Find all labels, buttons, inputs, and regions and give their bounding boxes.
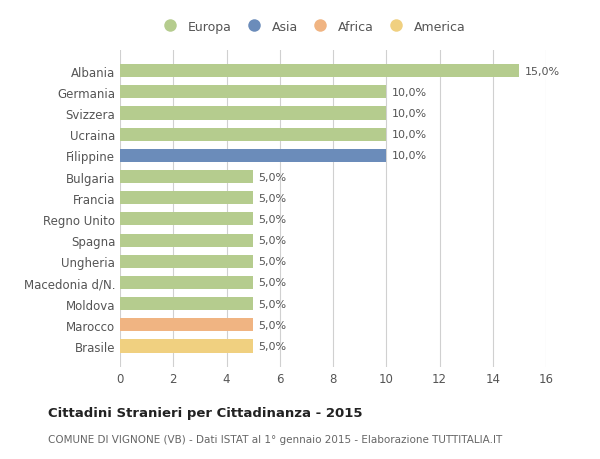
Text: 10,0%: 10,0% — [392, 130, 427, 140]
Text: 5,0%: 5,0% — [259, 320, 287, 330]
Bar — [120, 340, 253, 353]
Bar — [120, 213, 253, 226]
Text: COMUNE DI VIGNONE (VB) - Dati ISTAT al 1° gennaio 2015 - Elaborazione TUTTITALIA: COMUNE DI VIGNONE (VB) - Dati ISTAT al 1… — [48, 434, 502, 444]
Text: 5,0%: 5,0% — [259, 257, 287, 267]
Text: 5,0%: 5,0% — [259, 278, 287, 288]
Bar — [120, 319, 253, 332]
Text: 5,0%: 5,0% — [259, 299, 287, 309]
Bar — [120, 171, 253, 184]
Legend: Europa, Asia, Africa, America: Europa, Asia, Africa, America — [153, 16, 470, 39]
Text: 5,0%: 5,0% — [259, 341, 287, 351]
Text: 5,0%: 5,0% — [259, 235, 287, 246]
Text: 5,0%: 5,0% — [259, 214, 287, 224]
Bar — [120, 150, 386, 162]
Bar — [120, 65, 520, 78]
Bar — [120, 107, 386, 120]
Bar — [120, 234, 253, 247]
Text: 5,0%: 5,0% — [259, 172, 287, 182]
Text: 10,0%: 10,0% — [392, 109, 427, 119]
Text: 10,0%: 10,0% — [392, 88, 427, 98]
Bar — [120, 192, 253, 205]
Text: Cittadini Stranieri per Cittadinanza - 2015: Cittadini Stranieri per Cittadinanza - 2… — [48, 406, 362, 419]
Text: 5,0%: 5,0% — [259, 193, 287, 203]
Bar — [120, 255, 253, 268]
Text: 10,0%: 10,0% — [392, 151, 427, 161]
Bar — [120, 297, 253, 311]
Text: 15,0%: 15,0% — [525, 67, 560, 77]
Bar — [120, 276, 253, 289]
Bar — [120, 86, 386, 99]
Bar — [120, 129, 386, 141]
